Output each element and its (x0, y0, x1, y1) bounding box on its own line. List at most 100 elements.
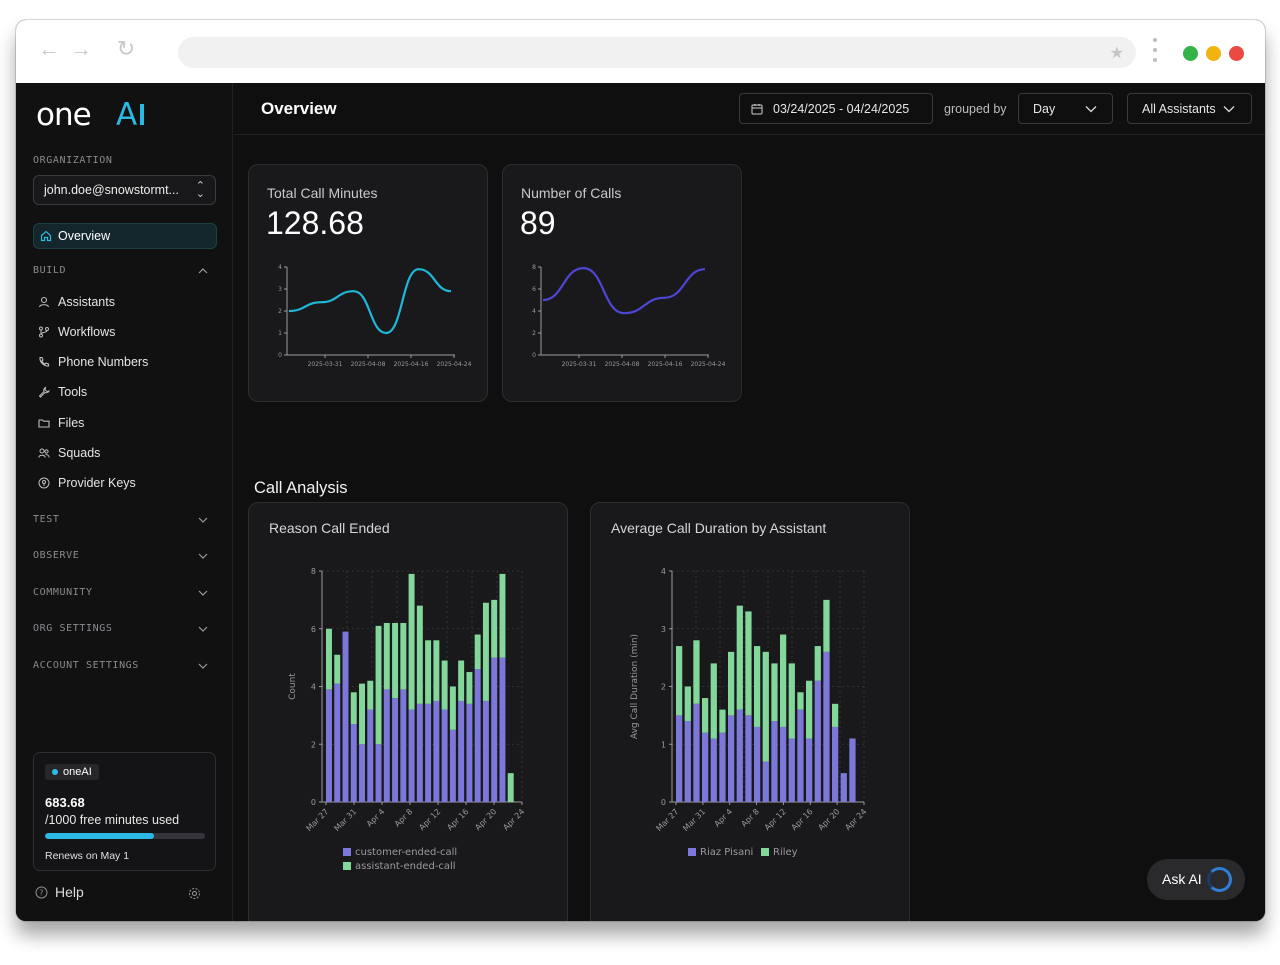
star-icon[interactable]: ★ (1109, 45, 1124, 62)
sidebar-item-label: Files (58, 416, 85, 430)
x-tick-label: 2025-04-08 (351, 361, 386, 368)
chevron-down-icon[interactable] (198, 588, 208, 598)
kebab-menu-icon[interactable] (1152, 38, 1158, 66)
x-tick-label: 2025-04-08 (605, 361, 640, 368)
git-branch-icon (39, 326, 49, 338)
reload-icon[interactable]: ↻ (116, 36, 136, 61)
page-title: Overview (261, 99, 337, 118)
sidebar-item-label: Phone Numbers (58, 355, 149, 369)
chevron-down-icon[interactable] (198, 515, 208, 525)
bar-segment (375, 744, 382, 802)
gear-icon[interactable] (188, 887, 201, 900)
account-settings-section-label[interactable]: ACCOUNT SETTINGS (33, 660, 139, 671)
bar-segment (433, 700, 440, 802)
test-section-label[interactable]: TEST (33, 514, 60, 525)
bar-segment (499, 657, 506, 802)
users-icon (38, 448, 50, 458)
help-link[interactable]: ? Help (35, 884, 84, 900)
bar-segment (491, 599, 498, 658)
bar-segment (762, 761, 769, 802)
back-arrow-icon[interactable]: ← (38, 36, 60, 61)
organization-select[interactable]: john.doe@snowstormt... ⌃ ⌄ (33, 175, 216, 205)
metric-card-total-minutes: Total Call Minutes 128.68 0 1 2 3 4 2025-03-3… (248, 164, 488, 402)
renew-date: Renews on May 1 (45, 850, 130, 862)
chevron-down-icon[interactable] (198, 661, 208, 671)
browser-toolbar: ← → ↻ ★ (16, 20, 1265, 83)
traffic-light-yellow[interactable] (1206, 46, 1221, 61)
app-root: one A ORGANIZATION john.doe@snowstormt..… (16, 83, 1265, 921)
group-by-select[interactable]: Day (1018, 93, 1113, 124)
chevron-down-icon (1085, 106, 1097, 113)
bar-segment (702, 732, 709, 802)
sidebar-item-phone-numbers[interactable]: Phone Numbers (38, 353, 148, 373)
chevron-up-icon[interactable] (198, 266, 208, 276)
bar-segment (449, 686, 456, 730)
legend-label: Riaz Pisani (700, 847, 753, 858)
x-tick-label: Mar 31 (681, 807, 707, 833)
date-range-picker[interactable]: 03/24/2025 - 04/24/2025 (739, 93, 933, 124)
ask-ai-label: Ask AI (1162, 871, 1202, 887)
bar-segment (693, 703, 700, 802)
bar-segment (832, 703, 839, 727)
metric-label: Total Call Minutes (267, 185, 378, 201)
phone-icon (39, 356, 50, 367)
minutes-used: 683.68 (45, 795, 85, 810)
number-of-calls-line-chart: 0 2 4 6 8 2025-03-31 2025-04-08 2025-04-16 2025-… (532, 264, 725, 368)
bar-segment (392, 622, 399, 699)
usage-progress-bar (45, 833, 205, 839)
sidebar-item-tools[interactable]: Tools (38, 383, 87, 403)
bar-segment (823, 599, 830, 652)
chevron-down-icon[interactable] (198, 624, 208, 634)
bar-segment (710, 663, 717, 739)
sidebar-item-files[interactable]: Files (38, 414, 84, 434)
bar-segment (400, 622, 407, 690)
traffic-light-red[interactable] (1229, 46, 1244, 61)
metric-label: Number of Calls (521, 185, 622, 201)
grouped-by-label: grouped by (944, 102, 1007, 116)
group-by-value: Day (1033, 102, 1056, 116)
bar-segment (474, 669, 481, 802)
y-tick-label: 0 (278, 352, 282, 359)
bar-segment (736, 605, 743, 710)
svg-text:?: ? (39, 889, 43, 898)
sidebar-item-assistants[interactable]: Assistants (38, 293, 115, 313)
bar-segment (458, 700, 465, 802)
bar-segment (466, 672, 473, 704)
total-minutes-line-chart: 0 1 2 3 4 2025-03-31 2025-04-08 2025-04-16 2025-… (278, 264, 472, 368)
bar-segment (684, 686, 691, 722)
bar-segment (814, 680, 821, 802)
forward-arrow-icon[interactable]: → (70, 36, 92, 61)
sidebar-item-label: Squads (58, 446, 101, 460)
sidebar-item-workflows[interactable]: Workflows (38, 323, 115, 343)
bar-segment (458, 660, 465, 701)
address-bar[interactable]: ★ (178, 37, 1136, 68)
bar-segment (359, 744, 365, 802)
x-tick-label: 2025-04-24 (437, 361, 472, 368)
org-settings-section-label[interactable]: ORG SETTINGS (33, 623, 113, 634)
observe-section-label[interactable]: OBSERVE (33, 550, 80, 561)
ask-ai-button[interactable]: Ask AI (1147, 859, 1245, 900)
sidebar-item-label: Assistants (58, 295, 115, 309)
y-tick-label: 4 (661, 567, 666, 576)
bar-segment (408, 709, 415, 802)
sidebar-item-squads[interactable]: Squads (38, 444, 100, 464)
y-axis-label: Avg Call Duration (min) (630, 634, 640, 739)
bar-segment (482, 700, 489, 802)
chevron-down-icon[interactable] (198, 551, 208, 561)
assistant-filter-select[interactable]: All Assistants (1127, 93, 1252, 124)
x-tick-label: Apr 8 (393, 807, 415, 829)
legend-swatch (343, 862, 351, 870)
y-tick-label: 2 (661, 683, 666, 692)
sidebar-item-label: Workflows (58, 325, 116, 339)
sidebar-item-overview[interactable]: Overview (33, 223, 217, 249)
community-section-label[interactable]: COMMUNITY (33, 587, 93, 598)
bar-segment (693, 640, 700, 704)
svg-text:one: one (36, 97, 91, 133)
traffic-light-green[interactable] (1183, 46, 1198, 61)
sidebar-item-label: Provider Keys (58, 476, 136, 490)
organization-label: ORGANIZATION (33, 155, 113, 166)
legend-swatch (761, 848, 769, 856)
sidebar-item-provider-keys[interactable]: Provider Keys (38, 474, 136, 494)
y-tick-label: 3 (661, 625, 666, 634)
x-tick-label: Apr 4 (365, 807, 387, 829)
